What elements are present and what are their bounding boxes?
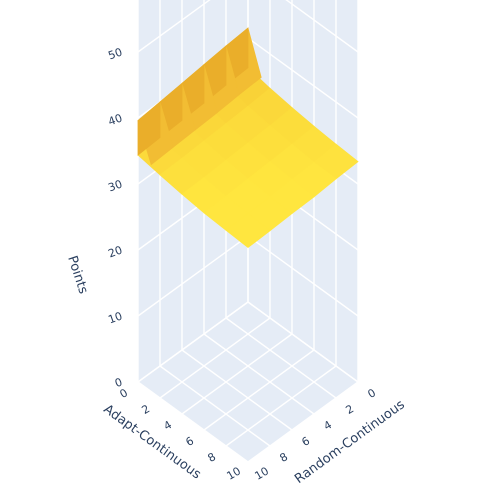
z-tick-label: 0 [113,375,124,390]
z-gridline-right [247,235,359,317]
y-tick-label: 6 [299,434,312,449]
x-gridline-floor [181,333,293,415]
x-gridline-floor [203,349,315,431]
x-tick-label: 2 [139,402,152,417]
z-tick-label: 50 [106,45,124,62]
z-tick-label: 30 [106,177,124,194]
y-gridline-floor [181,349,293,431]
z-gridline-left [137,235,249,317]
x-tick-label: 8 [205,450,218,465]
y-tick-label: 2 [343,402,356,417]
x-tick-label: 10 [224,464,243,482]
x-tick-label: 4 [161,418,174,433]
z-gridline-right [247,301,359,383]
y-tick-label: 10 [252,464,271,482]
x-gridline-floor [247,381,359,463]
surface-mesh [137,27,359,249]
y-gridline-floor [137,381,249,463]
z-tick-label: 20 [106,243,124,260]
z-gridline-right [247,37,359,119]
y-gridline-floor [203,333,315,415]
z-gridline-left [137,0,211,53]
z-gridline-right [285,0,359,53]
y-tick-label: 4 [321,418,334,433]
surface-cell [225,212,271,249]
x-tick-label: 6 [183,434,196,449]
y-tick-label: 0 [365,386,378,401]
x-gridline-floor [159,317,271,399]
y-gridline-floor [225,317,337,399]
z-tick-label: 40 [106,111,124,128]
x-gridline-floor [225,365,337,447]
surface-edge-cell [137,101,161,156]
y-gridline-floor [159,365,271,447]
z-axis-title: Points [64,254,90,296]
z-gridline-left [137,301,249,383]
tick-labels: 024681002468100102030405060 [106,45,378,482]
z-tick-label: 10 [106,309,124,326]
y-tick-label: 8 [277,450,290,465]
